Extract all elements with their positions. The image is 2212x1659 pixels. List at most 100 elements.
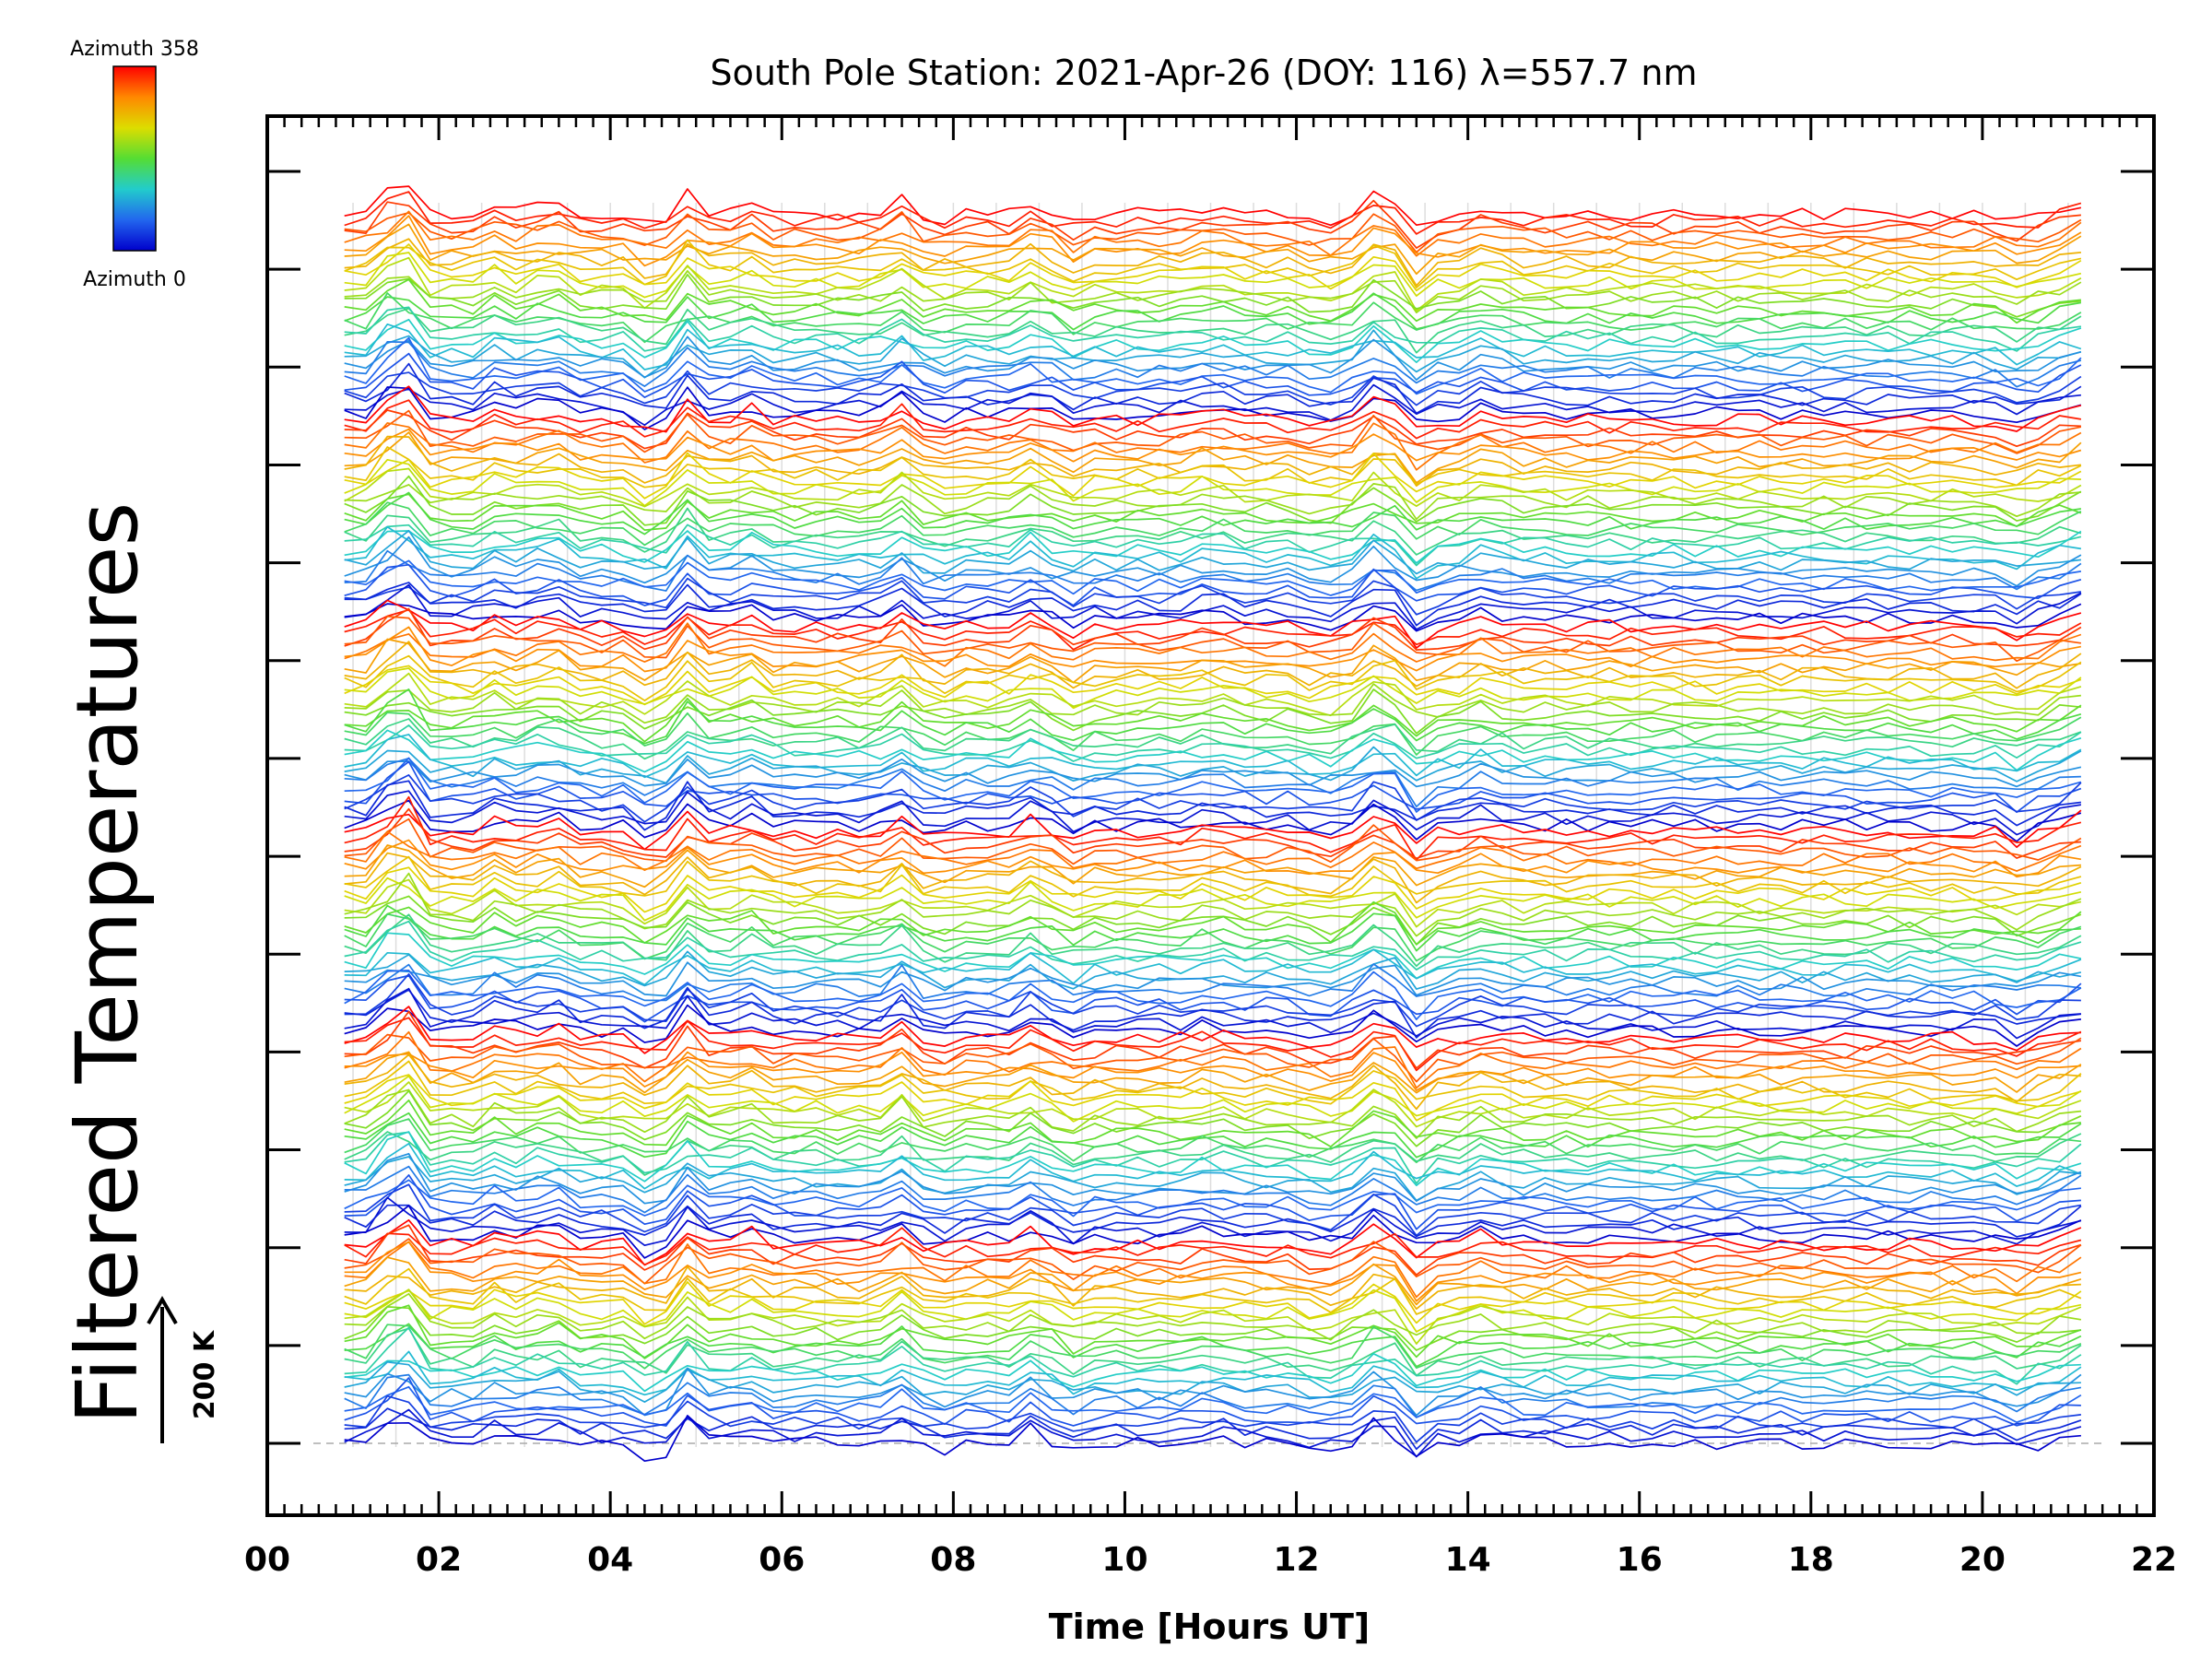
series-line [344,1089,2082,1147]
series-line [344,1292,2082,1341]
series-line [344,1385,2082,1424]
series-line [344,920,2082,971]
series-line [344,913,2082,968]
series-line [344,549,2082,592]
series-line [344,961,2082,997]
series-line [344,1053,2081,1111]
series-line [344,757,2081,808]
series-line [344,1030,2082,1089]
series-group [344,185,2082,1463]
series-line [344,603,2082,632]
series-line [344,1131,2082,1176]
y-axis-label: Filtered Temperatures [58,502,157,1425]
series-line [344,1088,2081,1139]
series-line [344,1017,2082,1072]
series-line [344,239,2082,288]
series-line [344,1256,2082,1306]
colorbar-top-label: Azimuth 358 [70,38,199,61]
series-line [344,688,2081,735]
series-line [344,638,2082,684]
series-line [344,1394,2082,1443]
series-line [344,1033,2082,1083]
series-line [344,1196,2082,1247]
series-line [344,830,2082,872]
series-line [344,607,2082,651]
series-line [344,974,2082,1023]
series-line [344,734,2082,779]
series-line [344,758,2082,788]
series-line [344,507,2082,556]
series-line [344,467,2082,508]
series-line [344,799,2082,842]
series-line [344,1265,2081,1311]
series-line [344,292,2082,331]
series-line [344,1112,2082,1159]
series-line [344,757,2082,813]
series-line [344,385,2082,433]
x-tick-labels: 00 02 04 06 08 10 12 14 16 18 20 22 [244,1541,2177,1579]
series-line [344,895,2082,946]
series-line [344,446,2082,488]
series-line [344,878,2082,928]
series-line [344,409,2081,450]
series-line [344,582,2082,627]
series-line [344,341,2082,388]
series-line [344,491,2082,535]
series-line [344,483,2081,521]
series-line [344,641,2082,689]
series-line [344,362,2082,415]
series-line [344,1407,2082,1451]
series-line [344,1142,2082,1190]
x-tick-label: 06 [759,1541,805,1579]
series-line [344,807,2081,860]
series-line [344,970,2082,1020]
series-line [344,559,2082,596]
x-tick-label: 12 [1273,1541,1319,1579]
series-line [344,795,2082,861]
colorbar-legend: Azimuth 358 Azimuth 0 [70,38,199,291]
scale-bar-arrow-head [147,1295,178,1324]
colorbar-bottom-label: Azimuth 0 [83,268,186,291]
series-line [344,431,2082,484]
series-line [344,790,2082,836]
plot-frame [265,114,2156,1517]
series-line [344,672,2082,717]
colorbar-gradient [112,65,157,252]
series-line [344,370,2082,406]
series-line [344,1281,2082,1325]
series-line [344,525,2082,580]
series-line [344,900,2082,946]
series-line [344,746,2082,784]
series-line [344,199,2081,249]
series-line [344,1377,2081,1427]
series-line [344,1174,2081,1230]
series-line [344,529,2082,575]
series-line [344,683,2081,724]
series-line [344,1324,2082,1370]
series-line [344,688,2082,745]
series-line [344,904,2081,952]
series-line [344,583,2082,630]
series-line [344,1183,2082,1237]
series-line [344,1367,2082,1417]
series-line [344,615,2082,663]
series-line [344,399,2082,440]
series-line [344,1081,2082,1128]
series-line [344,1326,2082,1385]
series-line [344,1204,2082,1238]
series-line [344,306,2082,352]
series-line [344,986,2081,1039]
series-line [344,191,2082,235]
series-line [344,1010,2082,1069]
chart-title: South Pole Station: 2021-Apr-26 (DOY: 11… [710,53,1697,93]
series-line [344,1323,2082,1368]
series-line [344,530,2082,564]
series-line [344,452,2082,500]
series-line [344,1218,2082,1266]
series-line [344,1241,2082,1299]
series-line [344,654,2082,701]
series-line [344,238,2081,287]
series-line [344,256,2082,312]
series-line [344,877,2082,922]
series-line [344,1118,2081,1164]
